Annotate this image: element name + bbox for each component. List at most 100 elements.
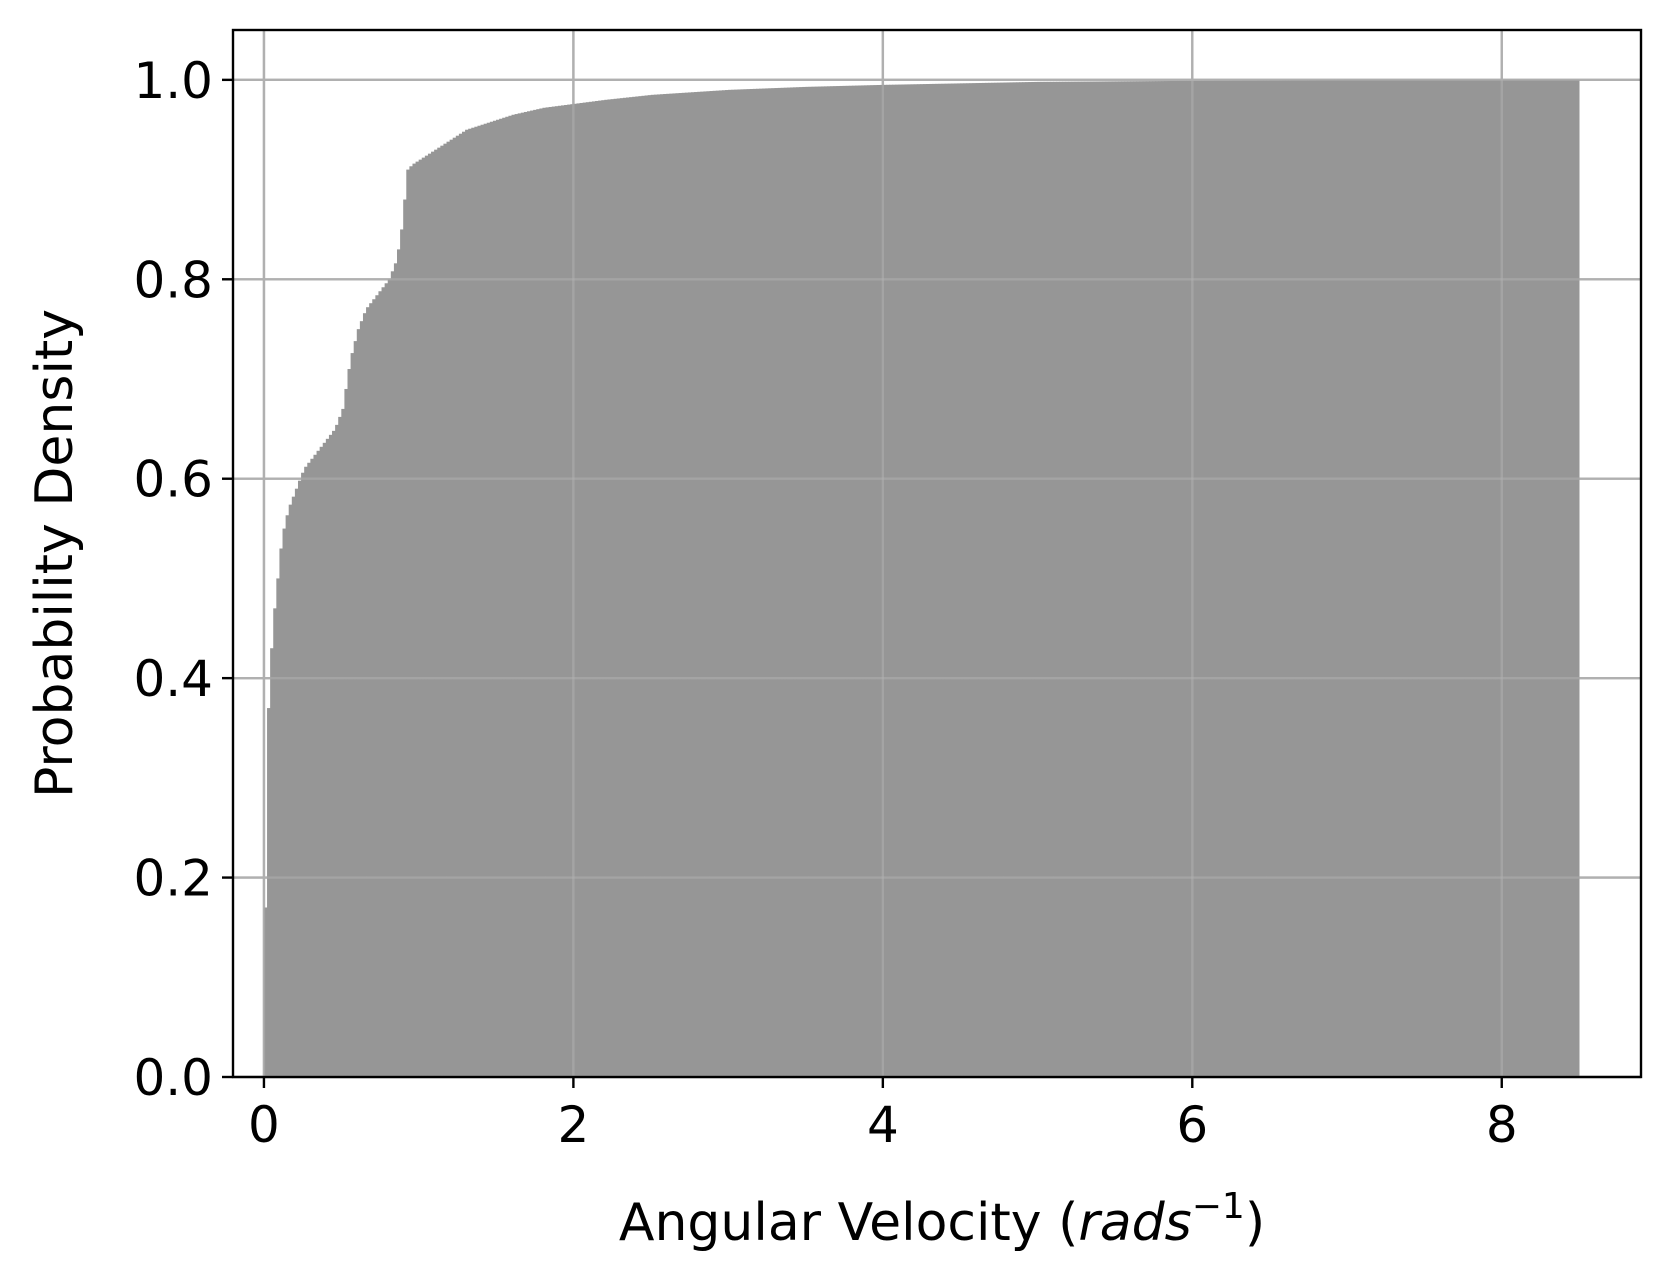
histogram-bar <box>780 87 785 1077</box>
histogram-bar <box>1220 80 1224 1077</box>
histogram-bar <box>793 87 797 1077</box>
histogram-bar <box>1402 79 1407 1078</box>
histogram-bar <box>319 446 324 1077</box>
histogram-bar <box>1229 80 1233 1077</box>
histogram-bar <box>548 106 553 1077</box>
histogram-bar <box>585 102 590 1078</box>
histogram-bar <box>1566 79 1571 1078</box>
histogram-bar <box>1350 79 1354 1078</box>
histogram-bar <box>709 91 714 1077</box>
histogram-bar <box>1545 79 1549 1078</box>
histogram-bar <box>1359 79 1363 1078</box>
histogram-bar <box>362 313 367 1077</box>
x-axis-label: Angular Velocity (rads−1) <box>619 1186 1265 1253</box>
histogram-bar <box>604 99 608 1078</box>
histogram-bar <box>1046 81 1051 1077</box>
histogram-bar <box>285 515 290 1077</box>
histogram-bar <box>530 110 534 1077</box>
histogram-bar <box>879 84 884 1078</box>
histogram-bar <box>1266 80 1271 1077</box>
histogram-bar <box>1087 81 1091 1077</box>
histogram-bar <box>1393 79 1397 1078</box>
histogram-bar <box>1551 79 1555 1078</box>
histogram-bar <box>619 98 624 1078</box>
histogram-bar <box>647 95 652 1077</box>
y-axis-label: Probability Density <box>25 309 85 798</box>
histogram-bar <box>1028 82 1032 1078</box>
histogram-bar <box>1371 79 1376 1078</box>
histogram-bar <box>669 93 673 1077</box>
histogram-bar <box>1034 81 1038 1077</box>
histogram-bar <box>790 87 794 1077</box>
histogram-bar <box>799 87 803 1077</box>
histogram-bar <box>1167 81 1172 1077</box>
x-tick-label: 4 <box>867 1096 899 1154</box>
histogram-bar <box>854 85 859 1078</box>
histogram-bar <box>1492 79 1496 1078</box>
histogram-bar <box>1343 79 1348 1078</box>
histogram-bar <box>523 111 528 1077</box>
histogram-bar <box>1569 79 1574 1078</box>
histogram-bar <box>1142 81 1147 1078</box>
histogram-bar <box>1408 79 1413 1078</box>
histogram-bar <box>644 95 649 1077</box>
histogram-bar <box>1476 79 1481 1078</box>
histogram-bar <box>483 123 488 1077</box>
histogram-bar <box>390 271 395 1077</box>
histogram-bar <box>864 85 868 1078</box>
histogram-bar <box>740 89 744 1077</box>
histogram-bar <box>1247 80 1252 1078</box>
x-axis-label-unit: rads <box>1078 1193 1191 1253</box>
histogram-bar <box>901 84 905 1077</box>
histogram-bar <box>1275 80 1280 1078</box>
histogram-bar <box>307 462 311 1077</box>
histogram-bar <box>1257 80 1261 1077</box>
histogram-bar <box>1458 79 1462 1078</box>
histogram-bar <box>567 104 571 1077</box>
histogram-bar <box>335 424 339 1078</box>
histogram-bar <box>1223 80 1227 1078</box>
histogram-bar <box>663 94 667 1077</box>
histogram-bar <box>1294 80 1298 1078</box>
histogram-bar <box>468 128 472 1077</box>
histogram-bar <box>576 103 580 1078</box>
histogram-bar <box>1093 81 1097 1078</box>
histogram-bar <box>579 102 584 1078</box>
histogram-bar <box>1118 81 1122 1078</box>
histogram-bar <box>1319 80 1323 1078</box>
histogram-bar <box>963 83 967 1078</box>
histogram-bar <box>1288 80 1292 1077</box>
histogram-bar <box>1507 79 1512 1078</box>
histogram-bar <box>700 91 704 1078</box>
y-tick-label: 0.6 <box>133 451 213 509</box>
histogram-bar <box>1396 79 1401 1078</box>
histogram-bar <box>471 127 475 1078</box>
histogram-bar <box>353 341 358 1077</box>
histogram-bar <box>947 83 952 1078</box>
histogram-bar <box>1501 79 1506 1078</box>
histogram-bar <box>1121 81 1125 1077</box>
histogram-bar <box>1201 80 1206 1078</box>
histogram-bar <box>613 98 618 1077</box>
histogram-bar <box>759 88 763 1077</box>
histogram-bar <box>703 91 707 1077</box>
histogram-bar <box>545 107 550 1077</box>
histogram-bar <box>304 466 308 1078</box>
histogram-bar <box>474 126 478 1078</box>
histogram-bar <box>681 92 686 1077</box>
histogram-bar <box>489 121 494 1078</box>
histogram-bar <box>1114 81 1119 1078</box>
histogram-bar <box>1148 81 1153 1077</box>
histogram-bar <box>1207 80 1212 1077</box>
histogram-bar <box>811 86 816 1077</box>
histogram-bar <box>1461 79 1466 1078</box>
histogram-bar <box>1235 80 1240 1078</box>
histogram-bar <box>455 135 460 1077</box>
histogram-bar <box>892 84 896 1077</box>
histogram-bar <box>598 100 602 1077</box>
histogram-bar <box>1195 80 1199 1077</box>
histogram-bar <box>638 96 642 1078</box>
histogram-bar <box>1124 81 1128 1077</box>
y-tick-label: 0.8 <box>133 251 213 309</box>
histogram-bar <box>595 100 599 1077</box>
